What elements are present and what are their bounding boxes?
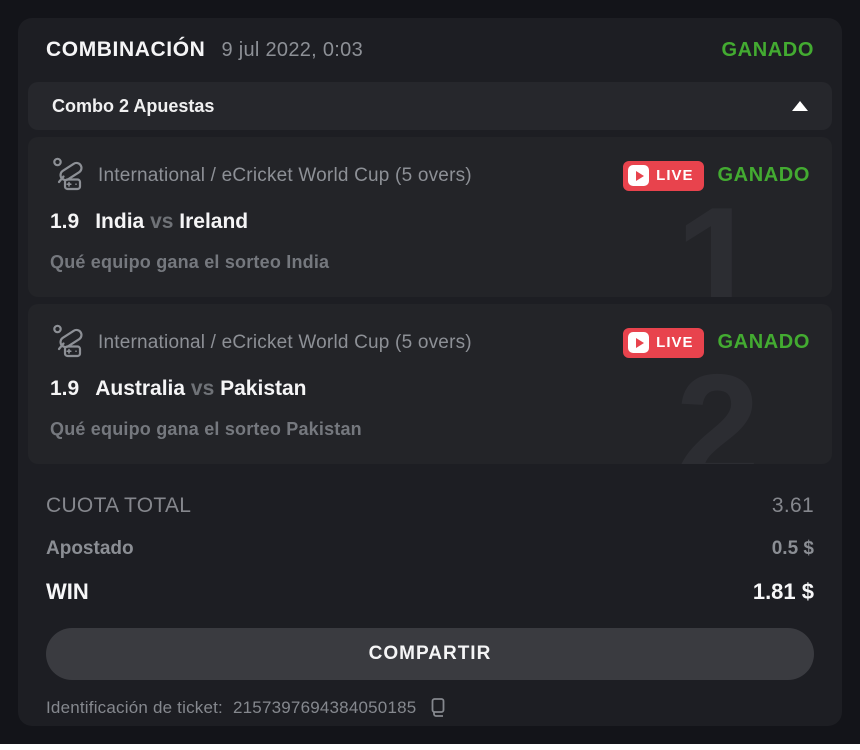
- ecricket-icon: [50, 322, 86, 363]
- away-team: Ireland: [179, 210, 249, 233]
- combo-label: Combo 2 Apuestas: [52, 95, 215, 116]
- slip-type-title: COMBINACIÓN: [46, 38, 206, 61]
- play-icon: [628, 165, 650, 186]
- badges: LIVE GANADO: [623, 160, 810, 191]
- league-row: International / eCricket World Cup (5 ov…: [50, 155, 810, 196]
- league-name: International / eCricket World Cup (5 ov…: [98, 331, 472, 353]
- chevron-up-icon[interactable]: [792, 101, 808, 111]
- share-button[interactable]: COMPARTIR: [46, 628, 814, 680]
- match-name: Australia vs Pakistan: [95, 377, 306, 401]
- slip-header: COMBINACIÓN 9 jul 2022, 0:03 GANADO: [18, 18, 842, 82]
- live-badge: LIVE: [623, 160, 704, 191]
- win-label: WIN: [46, 578, 89, 604]
- league-name: International / eCricket World Cup (5 ov…: [98, 164, 472, 186]
- pick-row: 1.9 Australia vs Pakistan: [50, 377, 810, 401]
- copy-icon: [432, 698, 445, 717]
- badges: LIVE GANADO: [623, 327, 810, 358]
- bet-card-1: 1 International / eCricket World Cup (5 …: [28, 137, 832, 297]
- home-team: India: [95, 210, 145, 233]
- win-row: WIN 1.81 $: [46, 570, 814, 613]
- slip-date: 9 jul 2022, 0:03: [221, 38, 364, 61]
- bet-number-watermark: 1: [675, 176, 760, 297]
- vs-label: vs: [150, 210, 174, 233]
- home-team: Australia: [95, 377, 186, 400]
- stake-value: 0.5 $: [771, 537, 814, 559]
- pick-row: 1.9 India vs Ireland: [50, 210, 810, 234]
- market-description: Qué equipo gana el sorteo India: [50, 252, 330, 272]
- bet-number-watermark: 2: [675, 343, 760, 464]
- slip-status-badge: GANADO: [721, 38, 814, 61]
- ticket-id-label: Identificación de ticket:: [46, 698, 223, 717]
- league-row: International / eCricket World Cup (5 ov…: [50, 322, 810, 363]
- combo-collapse-bar[interactable]: Combo 2 Apuestas: [28, 82, 832, 130]
- total-odds-label: CUOTA TOTAL: [46, 493, 192, 517]
- bet-status-badge: GANADO: [717, 164, 810, 186]
- bet-card-2: 2 International / eCricket World Cup (5 …: [28, 304, 832, 464]
- match-name: India vs Ireland: [95, 210, 248, 234]
- live-badge: LIVE: [623, 327, 704, 358]
- ticket-id-value: 2157397694384050185: [232, 698, 417, 717]
- win-value: 1.81 $: [752, 578, 814, 604]
- market-description: Qué equipo gana el sorteo Pakistan: [50, 419, 362, 439]
- ticket-id-row: Identificación de ticket: 21573976943840…: [46, 696, 814, 720]
- total-odds-row: CUOTA TOTAL 3.61: [46, 484, 814, 527]
- total-odds-value: 3.61: [771, 493, 814, 517]
- ecricket-icon: [50, 155, 86, 196]
- vs-label: vs: [190, 377, 215, 400]
- away-team: Pakistan: [220, 377, 307, 400]
- bet-status-badge: GANADO: [717, 331, 810, 353]
- stake-row: Apostado 0.5 $: [46, 527, 814, 570]
- totals-section: CUOTA TOTAL 3.61 Apostado 0.5 $ WIN 1.81…: [18, 464, 842, 613]
- odds-value: 1.9: [50, 377, 80, 400]
- stake-label: Apostado: [46, 537, 134, 559]
- copy-ticket-id-button[interactable]: [426, 696, 448, 720]
- bet-slip-panel: COMBINACIÓN 9 jul 2022, 0:03 GANADO Comb…: [18, 18, 842, 726]
- odds-value: 1.9: [50, 210, 80, 233]
- play-icon: [628, 332, 650, 353]
